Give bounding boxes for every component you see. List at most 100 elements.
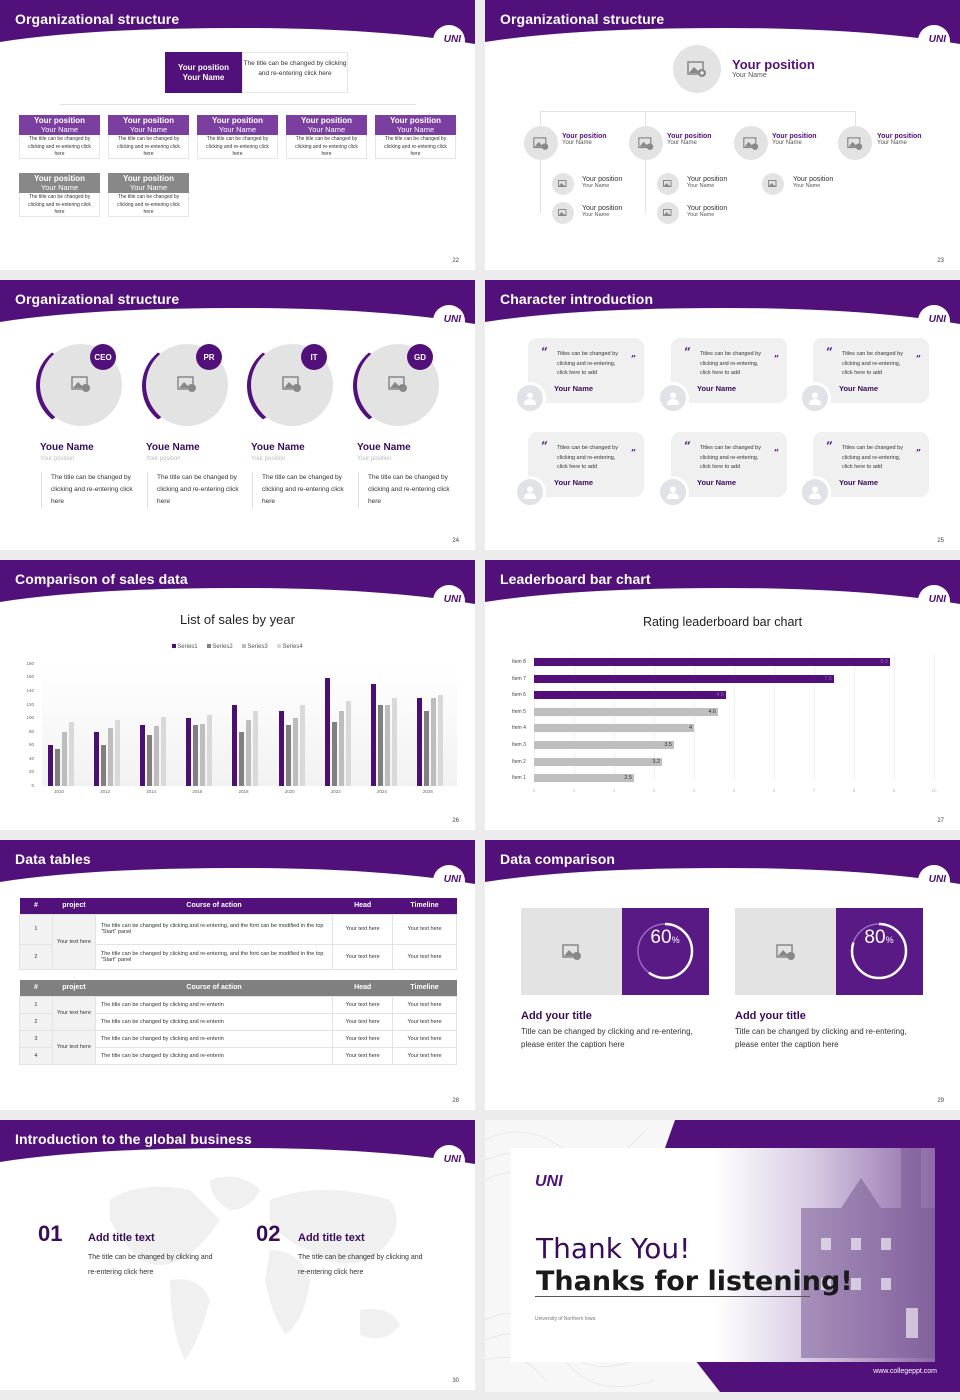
image-placeholder-icon[interactable] [521,908,622,995]
chart-title: Rating leaderboard bar chart [642,615,803,629]
bar [437,694,443,786]
image-placeholder-icon[interactable] [735,908,836,995]
grid-line [534,655,535,780]
top-person: Your position Your Name [732,57,815,79]
member-position: Your position [146,456,181,462]
category-label: Item 3 [512,742,526,748]
image-placeholder-icon[interactable] [552,173,574,195]
slide-28[interactable]: Data tables UNI # project Course of acti… [0,840,475,1110]
member-name: Youe Name [251,442,305,453]
thanks-listening-heading: Thanks for listening! [536,1266,853,1297]
category-label: Item 2 [512,758,526,765]
slide-header: Organizational structure [0,0,475,48]
quote-close-icon: ” [630,355,636,365]
slide-29[interactable]: Data comparison UNI 60% Add your title T… [485,840,960,1110]
bar [108,728,114,786]
x-tick-label: 2014 [146,789,157,794]
image-placeholder-icon[interactable] [734,126,768,160]
slide-24[interactable]: Organizational structure UNI CEO Youe Na… [0,280,475,550]
member-desc: The title can be changed by clicking and… [358,472,453,508]
purple-frame [665,1120,960,1392]
uni-logo: UNI [443,314,461,325]
grid-line [814,655,815,780]
image-placeholder-icon[interactable] [552,202,574,224]
image-placeholder-icon[interactable] [657,202,679,224]
slide-23[interactable]: Organizational structure UNI Your positi… [485,0,960,270]
slide-26[interactable]: Comparison of sales data UNI List of sal… [0,560,475,830]
org-box: Your position Your Name The title can be c… [375,115,456,159]
decorative-arc [353,343,439,429]
slide-header: Introduction to the global business [0,1120,475,1168]
bar [115,719,121,786]
bar [534,658,890,666]
page-number: 22 [452,258,459,264]
member-desc: The title can be changed by clicking and… [41,472,136,508]
bar [534,674,834,683]
x-tick-label: 6 [772,788,776,793]
bar [140,725,146,786]
bar [292,718,298,786]
avatar-icon [799,476,831,508]
building-photo [801,1148,935,1358]
logo-badge [433,865,465,897]
bar [534,691,726,700]
logo-badge [433,1145,465,1177]
logo-badge [433,585,465,617]
grid-line [654,655,655,780]
slide-27[interactable]: Leaderboard bar chart UNI Rating leaderb… [485,560,960,830]
uni-logo: UNI [443,594,461,605]
bar [200,723,206,786]
org-box: Your position Your Name The title can be c… [108,115,189,159]
bar-value: 8.9 [880,659,888,665]
slide-22[interactable]: Organizational structure UNI Your positi… [0,0,475,270]
item-title: Add your title [521,1010,592,1022]
website-link[interactable]: www.collegeppt.com [873,1368,937,1375]
member-name: Youe Name [146,442,200,453]
image-placeholder-icon[interactable] [838,126,872,160]
testimonial-card: “Titles can be changed by clicking and r… [671,338,787,403]
table-row: 2 The title can be changed by clicking a… [19,1012,457,1031]
slide-30[interactable]: Introduction to the global business UNI … [0,1120,475,1390]
bar [55,748,60,786]
progress-panel: 60% [622,908,709,995]
connector-line [540,111,855,112]
image-placeholder-icon[interactable] [524,126,558,160]
member-name: Youe Name [40,442,94,453]
slide-header: Leaderboard bar chart [485,560,960,608]
bar-value: 4 [688,725,692,732]
bar [232,704,238,786]
org-box: Your position Your Name The title can be c… [197,115,278,159]
bar [207,714,213,786]
legend-item: Series2 [207,644,233,650]
role-badge: IT [301,344,327,370]
image-placeholder-icon[interactable] [657,173,679,195]
slide-header: Organizational structure [485,0,960,48]
image-placeholder-icon[interactable] [673,45,721,93]
slide-title: Organizational structure [15,11,180,27]
table-row: 1 Your text here The title can be change… [19,995,457,1031]
bar [186,718,192,786]
slide-31[interactable]: UNI University of Northern Iowa www.coll… [485,1120,960,1392]
slide-25[interactable]: Character introduction UNI “Titles can b… [485,280,960,550]
quote-open-icon: “ [541,439,548,453]
image-placeholder-icon[interactable] [629,126,663,160]
item-desc: Title can be changed by clicking and re-… [521,1027,693,1049]
bar [391,697,397,786]
grid-line [934,655,935,780]
progress-panel: 80% [836,908,923,995]
bar [285,725,291,786]
progress-value: 60% [650,927,680,948]
quote-open-icon: “ [826,439,833,453]
bar [161,716,167,786]
slide-header: Character introduction [485,280,960,328]
bar-value: 4.6 [708,708,716,715]
thank-you-heading: Thank You! [536,1232,691,1265]
slide-title: Organizational structure [500,11,665,27]
image-placeholder-icon[interactable] [762,173,784,195]
member-name: Youe Name [357,442,411,453]
avatar-icon [514,382,546,414]
uni-logo: UNI [928,314,946,325]
slide-title: Organizational structure [15,291,180,307]
connector-line [855,111,856,127]
quote-open-icon: “ [684,345,691,359]
